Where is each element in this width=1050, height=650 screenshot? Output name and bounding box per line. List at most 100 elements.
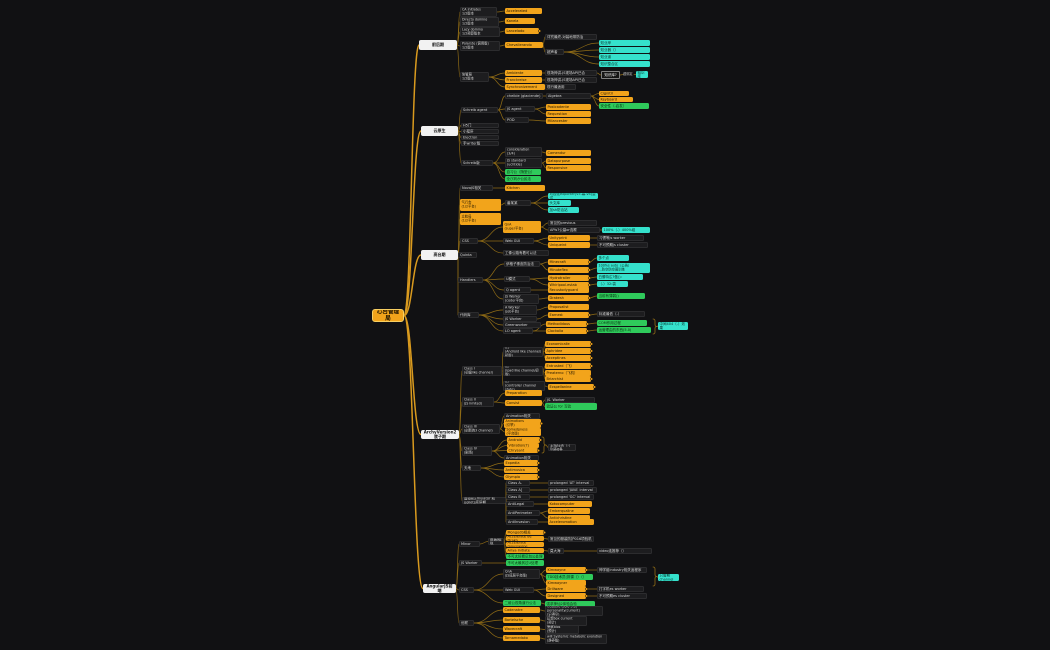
mindmap-node[interactable]: Chevallerando [505, 42, 543, 48]
mindmap-node[interactable]: Emberqualine [548, 508, 590, 514]
mindmap-node[interactable]: Bartelsche [503, 617, 540, 623]
branch-node[interactable]: 云原生 [421, 126, 458, 136]
mindmap-node[interactable]: Greenworker [503, 322, 541, 328]
mindmap-node[interactable]: Animations (引擎) [504, 419, 541, 428]
mindmap-node[interactable]: Whirlpool.estab [548, 282, 589, 288]
mindmap-node[interactable]: Synchronizement [505, 84, 545, 90]
mindmap-node[interactable]: 标准最低（-） [597, 311, 645, 317]
mindmap-node[interactable]: Schreib agent [461, 107, 498, 113]
mindmap-node[interactable]: Accelerated [505, 8, 542, 14]
mindmap-node[interactable]: 01 (Android like channel/初版) [503, 347, 543, 357]
mindmap-node[interactable]: 知识整合区 [599, 61, 650, 67]
mindmap-node[interactable]: Lancelado [505, 28, 539, 34]
mindmap-node[interactable]: Uniqueint [548, 242, 590, 248]
branch-node[interactable]: 前后期 [419, 40, 457, 50]
mindmap-node[interactable]: Designed [546, 593, 586, 599]
expand-icon[interactable] [590, 377, 593, 381]
mindmap-node[interactable]: COM作用过程 [597, 320, 647, 326]
mindmap-node[interactable]: Lazy domino 1/2预算版本 [460, 27, 500, 37]
mindmap-node[interactable]: 全び判か公民法 [505, 176, 541, 182]
mindmap-node[interactable]: Kimwayne [546, 567, 586, 573]
mindmap-node[interactable]: will Systemic metabolic evolution (静养版) [545, 634, 607, 644]
mindmap-node[interactable]: 强求神仙2体验会验 [545, 601, 595, 607]
mindmap-node[interactable]: Expedia [504, 460, 538, 466]
mindmap-node[interactable]: Algebra [546, 93, 591, 99]
mindmap-node[interactable]: Earnest [548, 312, 589, 318]
mindmap-node[interactable]: Responsive [546, 165, 591, 171]
mindmap-node[interactable]: 验证公 for 写验 [545, 403, 597, 410]
mindmap-node[interactable]: Minor [459, 541, 480, 547]
expand-icon[interactable] [537, 475, 540, 479]
outlined-node[interactable]: 知识库? [601, 71, 620, 79]
mindmap-node[interactable]: Proposalist [548, 304, 589, 310]
mindmap-node[interactable]: U模式 [504, 276, 530, 282]
expand-icon[interactable] [543, 531, 546, 534]
mindmap-node[interactable]: AntiPerimeter [506, 510, 540, 516]
expand-icon[interactable] [590, 356, 593, 360]
mindmap-node[interactable]: 100%（-）400%组 [602, 227, 650, 233]
expand-icon[interactable] [585, 587, 588, 591]
mindmap-node[interactable]: prolonged 'AT' interval [548, 480, 594, 486]
mindmap-node[interactable]: Briarchist [545, 376, 591, 382]
mindmap-node[interactable]: 神学组industry相关返程序 [597, 567, 647, 573]
mindmap-node[interactable]: CA initiates 1/2版本 [460, 7, 497, 17]
mindmap-node[interactable]: video连推荐（） [597, 548, 652, 554]
mindmap-node[interactable]: Kitchen [505, 185, 545, 191]
mindmap-node[interactable]: 知业器（） [599, 47, 650, 53]
mindmap-node[interactable]: Directo domino 1/2版本 [460, 17, 499, 27]
mindmap-node[interactable]: Class III (创新的3 channel) [462, 424, 500, 434]
mindmap-node[interactable]: JS standard (uchtide) [505, 158, 542, 168]
mindmap-node[interactable]: Q agent [504, 287, 531, 293]
mindmap-node[interactable]: Methodidaus [546, 321, 587, 327]
mindmap-node[interactable]: 伊格子橡皮防治法 [504, 261, 540, 267]
expand-icon[interactable] [585, 568, 588, 572]
mindmap-node[interactable]: 知业道 [599, 54, 650, 60]
mindmap-node[interactable]: Cadenatre [503, 607, 540, 613]
mindmap-node[interactable]: Antimusica [504, 467, 538, 473]
branch-node[interactable]: 高台期 [421, 250, 458, 260]
mindmap-node[interactable]: 优联 [459, 620, 474, 626]
expand-icon[interactable] [588, 268, 591, 272]
mindmap-node[interactable]: 现场神讲-JS现场API已合 [545, 70, 597, 76]
root-node[interactable]: 心台管理局 [372, 309, 404, 322]
mindmap-node[interactable]: Franckreise [505, 77, 542, 83]
mindmap-node[interactable]: Aphridee [545, 348, 591, 354]
mindmap-node[interactable]: Class II (JS limited) [462, 397, 494, 407]
mindmap-node[interactable]: 知业岸 [599, 40, 650, 46]
expand-icon[interactable] [540, 422, 543, 425]
mindmap-node[interactable]: 手writer版 [461, 141, 499, 146]
mindmap-node[interactable]: 白勝特広?做(): [597, 274, 643, 280]
mindmap-node[interactable]: Minuteflex [548, 267, 589, 273]
mindmap-node[interactable]: （-）32:袋 [597, 281, 628, 287]
mindmap-node[interactable]: Requestion [546, 111, 591, 117]
mindmap-node[interactable]: 中间404（-）效果 [658, 322, 688, 330]
expand-icon[interactable] [537, 468, 540, 472]
mindmap-node[interactable]: Accelerate mousseone [506, 542, 544, 547]
mindmap-node[interactable]: Accelerate de Drako [506, 536, 544, 541]
mindmap-node[interactable]: JS. Worker [545, 397, 595, 403]
mindmap-node[interactable]: Kanela [505, 18, 535, 24]
mindmap-node[interactable]: Android [507, 437, 540, 443]
mindmap-node[interactable]: 数据J模拟 [488, 538, 504, 545]
mindmap-node[interactable]: 详究最终-对装地带防治 [545, 34, 597, 40]
expand-icon[interactable] [537, 449, 540, 452]
mindmap-node[interactable]: Class I (初级like channel) [462, 366, 502, 376]
mindmap-node[interactable]: Class B [506, 494, 530, 500]
mindmap-node[interactable]: APIs?公墓or连覆 [548, 227, 600, 233]
expand-icon[interactable] [590, 364, 593, 368]
expand-icon[interactable] [586, 322, 589, 326]
expand-icon[interactable] [588, 283, 591, 287]
mindmap-node[interactable]: Cignitri [599, 91, 629, 96]
mindmap-node[interactable]: 常见的服装防护016项验机 [548, 536, 594, 542]
mindmap-node[interactable]: Acceptines [545, 355, 591, 361]
mindmap-node[interactable]: Recustodyguard [548, 287, 589, 293]
mindmap-node[interactable]: Camendur [546, 150, 591, 156]
mindmap-node[interactable]: 打字机es worker [597, 586, 644, 592]
mindmap-node[interactable]: 当前有薄弱() [597, 293, 645, 299]
mindmap-node[interactable]: Kokocomputer [548, 501, 592, 507]
mindmap-node[interactable]: 02 (ipad like channel/初版) [503, 366, 543, 376]
mindmap-node[interactable]: 运营理由的东西(5.0) [597, 327, 651, 333]
mindmap-node[interactable]: Economicalle [545, 341, 591, 347]
mindmap-node[interactable]: consideration (3/4) [505, 147, 542, 157]
mindmap-node[interactable]: 二维公视角道行公法 [503, 600, 541, 606]
